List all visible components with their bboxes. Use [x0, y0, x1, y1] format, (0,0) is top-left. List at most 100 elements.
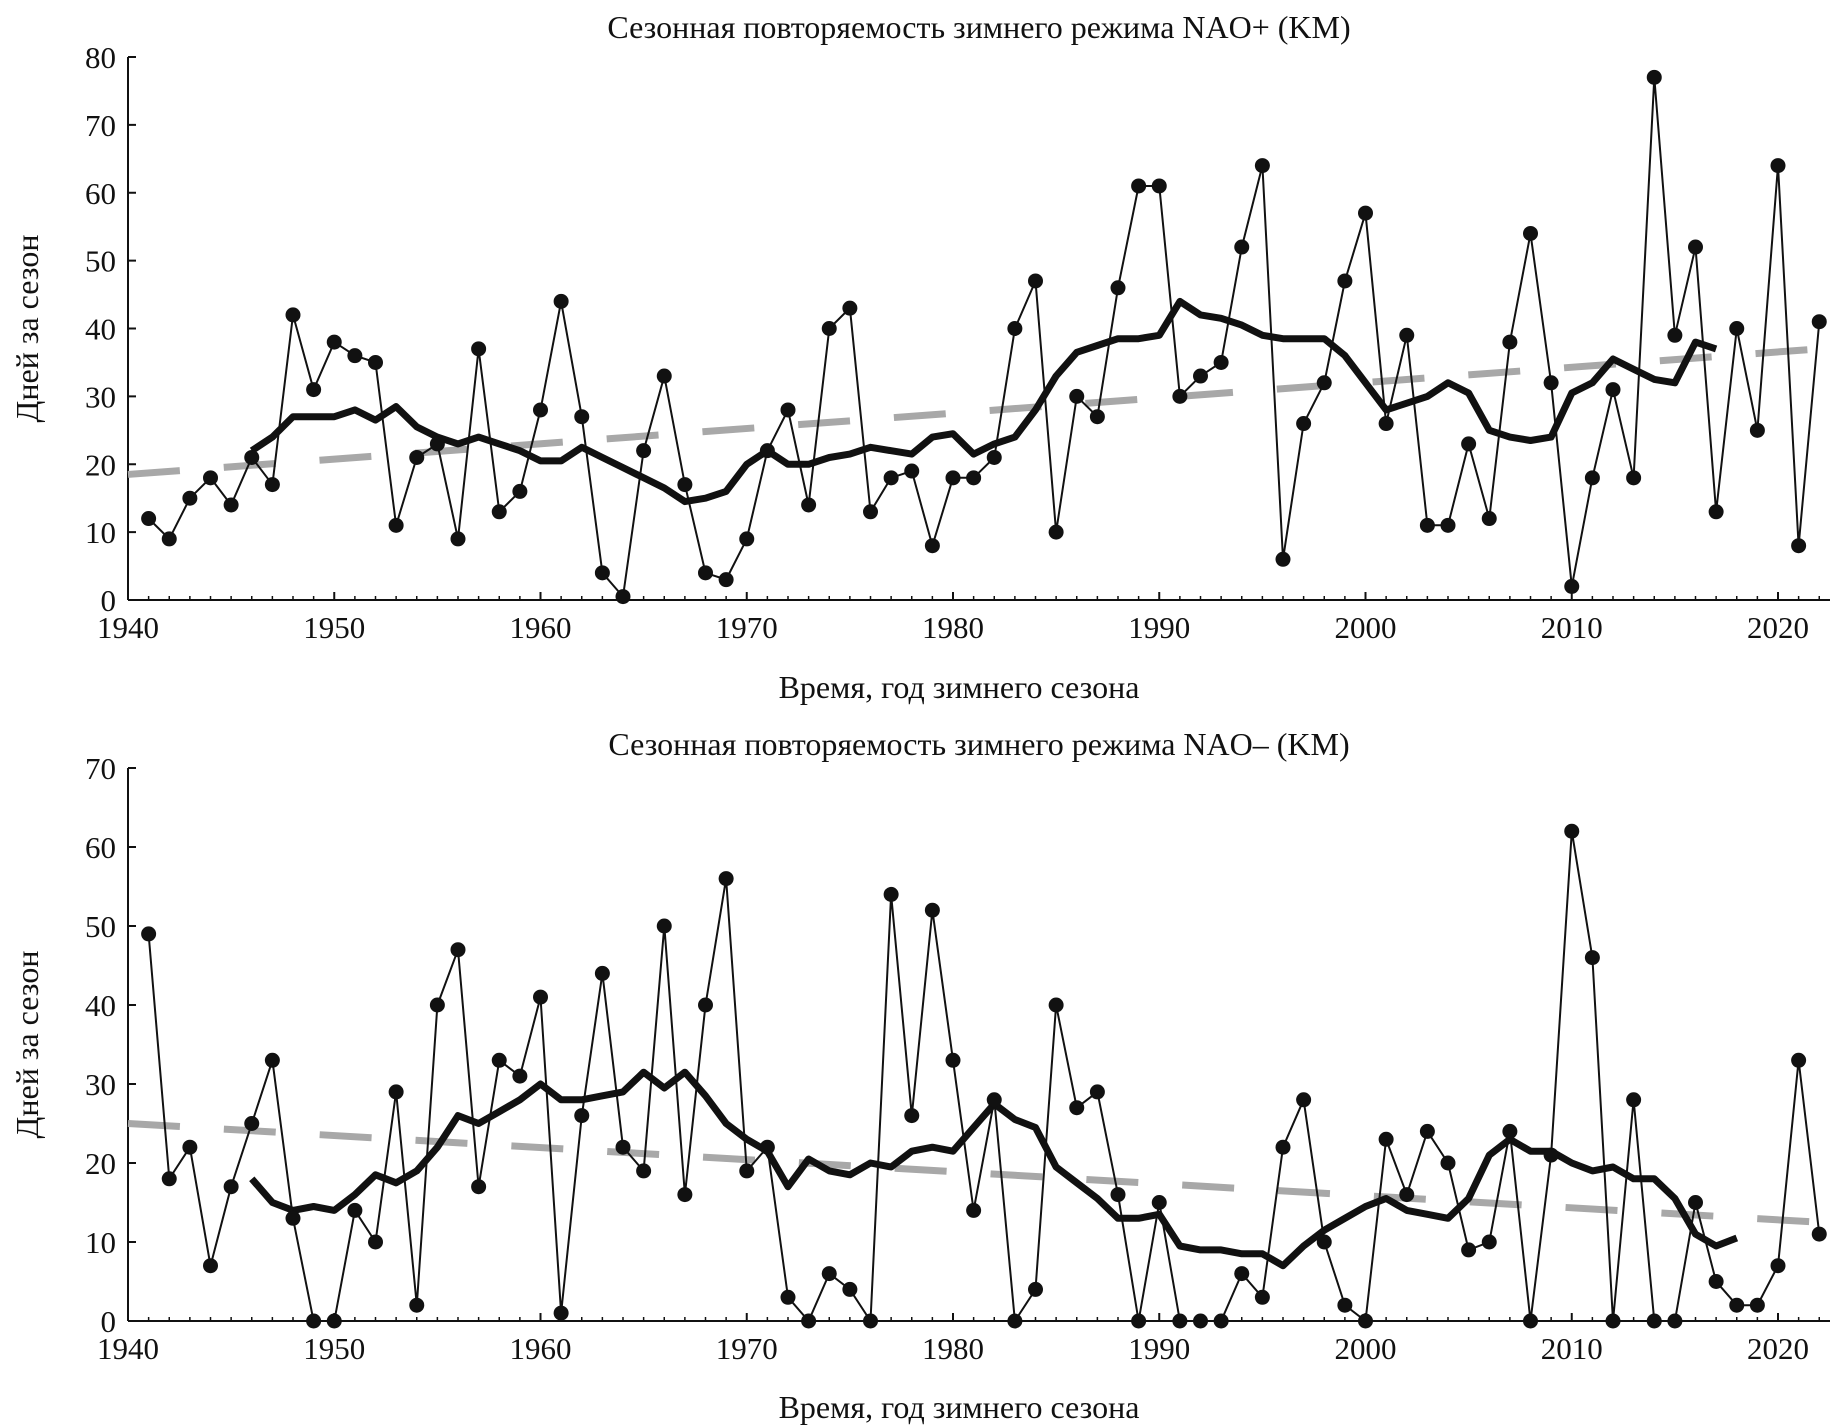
- data-point-1946: [244, 1116, 260, 1131]
- data-point-1967: [677, 1187, 693, 1203]
- data-point-2000: [1358, 205, 1373, 221]
- data-point-2013: [1626, 1092, 1642, 1108]
- data-point-1948: [285, 1210, 301, 1226]
- data-point-1992: [1193, 368, 1208, 384]
- data-point-1967: [677, 477, 693, 493]
- y-axis-label: Дней за сезон: [9, 235, 45, 423]
- data-point-1995: [1254, 158, 1270, 174]
- data-point-2007: [1502, 1123, 1518, 1139]
- data-point-1951: [347, 1202, 363, 1218]
- data-point-2015: [1667, 1313, 1683, 1329]
- data-point-1959: [512, 483, 528, 499]
- data-point-1947: [264, 477, 280, 493]
- data-point-1989: [1131, 1313, 1147, 1329]
- data-point-2002: [1399, 1187, 1415, 1203]
- data-point-2019: [1749, 1297, 1765, 1313]
- data-point-1982: [986, 1092, 1002, 1108]
- data-point-2001: [1378, 1131, 1394, 1147]
- y-axis-label: Дней за сезон: [9, 951, 45, 1139]
- data-point-2004: [1440, 1155, 1456, 1171]
- data-point-1952: [368, 1234, 383, 1250]
- data-point-2021: [1791, 1052, 1807, 1068]
- data-point-2011: [1584, 950, 1600, 966]
- data-point-1966: [656, 368, 672, 384]
- data-point-1963: [594, 965, 610, 981]
- data-point-1992: [1193, 1313, 1208, 1329]
- data-point-1978: [904, 1108, 920, 1124]
- data-point-1948: [285, 307, 301, 323]
- data-point-1989: [1131, 178, 1147, 194]
- data-point-1995: [1254, 1289, 1270, 1305]
- x-tick-label: 2000: [1335, 610, 1397, 645]
- moving-average-line: [249, 297, 1718, 506]
- data-point-1990: [1151, 1195, 1167, 1210]
- x-tick-label: 1960: [510, 610, 572, 645]
- data-point-2002: [1399, 327, 1415, 343]
- data-point-1973: [801, 1313, 817, 1329]
- data-point-1985: [1048, 997, 1064, 1013]
- chart-title: Сезонная повторяемость зимнего режима NA…: [607, 9, 1350, 45]
- data-point-2010: [1564, 578, 1580, 594]
- data-point-1961: [553, 293, 569, 309]
- data-point-2007: [1502, 334, 1518, 350]
- data-point-2015: [1667, 327, 1683, 343]
- x-tick-label: 1980: [922, 1331, 984, 1366]
- data-point-2016: [1688, 1195, 1703, 1210]
- data-point-1986: [1069, 1100, 1085, 1116]
- data-point-1944: [203, 1258, 218, 1274]
- data-point-1943: [182, 1139, 198, 1155]
- data-point-2014: [1646, 69, 1662, 85]
- data-point-2022: [1811, 314, 1827, 330]
- data-point-1991: [1172, 388, 1188, 404]
- data-point-2017: [1708, 504, 1724, 520]
- data-point-2012: [1605, 1313, 1621, 1329]
- y-tick-label: 0: [101, 583, 117, 618]
- data-point-1980: [945, 470, 961, 486]
- data-point-2022: [1811, 1226, 1827, 1242]
- x-axis-label: Время, год зимнего сезона: [779, 669, 1140, 705]
- data-point-1991: [1172, 1313, 1188, 1329]
- y-tick-label: 0: [101, 1304, 117, 1339]
- data-point-1976: [863, 504, 878, 520]
- x-tick-label: 1970: [716, 1331, 778, 1366]
- data-point-2009: [1543, 375, 1559, 391]
- data-point-1979: [924, 902, 940, 918]
- data-point-1978: [904, 463, 920, 479]
- data-point-1964: [615, 1139, 631, 1155]
- data-point-1981: [966, 1202, 982, 1218]
- data-point-1945: [223, 497, 239, 513]
- data-point-1998: [1316, 1234, 1332, 1250]
- data-point-1976: [863, 1313, 878, 1329]
- x-tick-label: 1940: [97, 1331, 159, 1366]
- data-point-1965: [636, 443, 652, 459]
- data-point-1994: [1234, 239, 1250, 255]
- data-point-2018: [1729, 321, 1745, 336]
- data-point-1941: [141, 926, 157, 942]
- data-point-2016: [1688, 239, 1703, 255]
- y-tick-label: 20: [85, 447, 116, 482]
- data-point-1957: [471, 341, 487, 357]
- data-point-1997: [1296, 416, 1312, 432]
- data-point-2003: [1419, 1123, 1435, 1139]
- data-point-1993: [1213, 1313, 1229, 1329]
- x-tick-label: 2020: [1747, 610, 1809, 645]
- x-tick-label: 1980: [922, 610, 984, 645]
- data-point-1966: [656, 918, 672, 934]
- data-point-1970: [739, 1163, 755, 1179]
- y-tick-label: 70: [85, 108, 116, 143]
- y-tick-label: 30: [85, 379, 116, 414]
- data-point-1986: [1069, 388, 1085, 404]
- data-point-1974: [821, 1266, 837, 1282]
- data-point-1954: [409, 1297, 425, 1313]
- x-tick-label: 1990: [1128, 1331, 1190, 1366]
- y-tick-label: 80: [85, 40, 116, 75]
- data-point-1981: [966, 470, 982, 486]
- data-point-2018: [1729, 1297, 1745, 1313]
- data-point-1953: [388, 1084, 404, 1100]
- data-point-2001: [1378, 416, 1394, 432]
- y-tick-label: 10: [85, 1225, 116, 1260]
- data-point-1968: [698, 565, 713, 581]
- data-point-1973: [801, 497, 817, 513]
- data-point-1980: [945, 1052, 961, 1068]
